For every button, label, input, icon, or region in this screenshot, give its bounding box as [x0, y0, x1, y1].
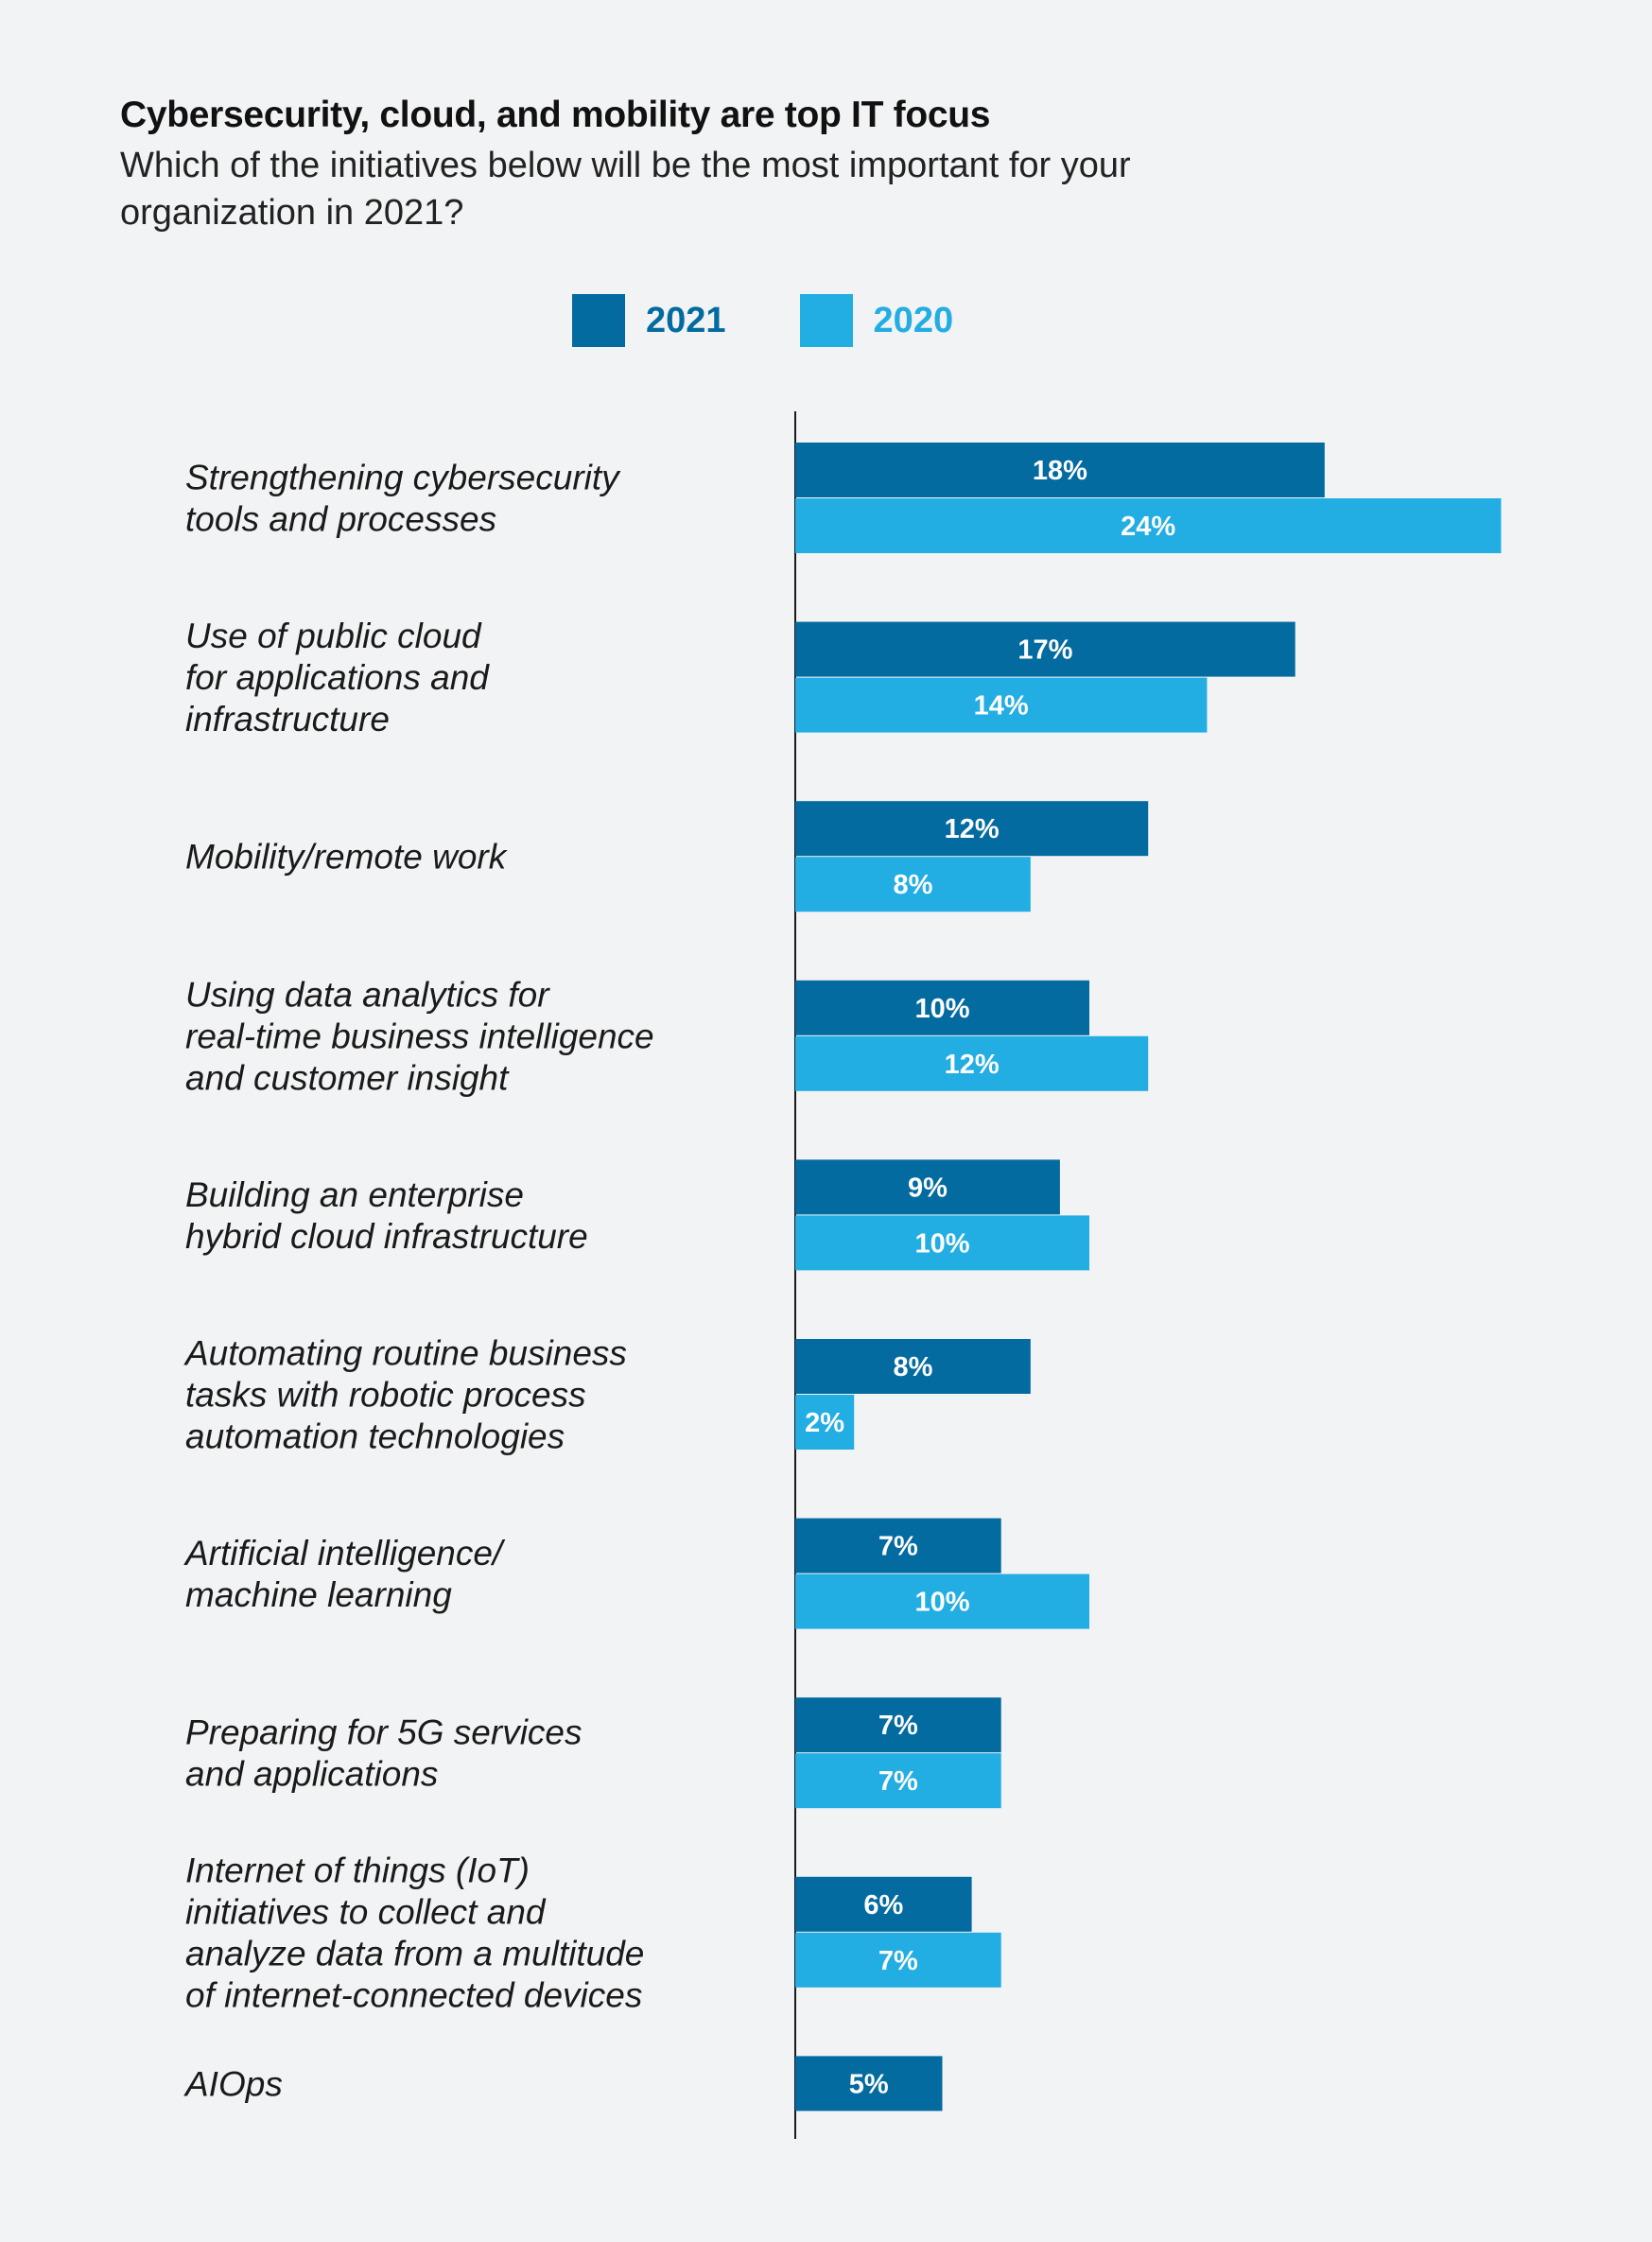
category-group: 6% 7% Internet of things (IoT) initiatives …	[185, 1851, 1001, 2014]
chart-title: Cybersecurity, cloud, and mobility are t…	[120, 95, 991, 135]
bar-value-label: 12%	[945, 1050, 1000, 1080]
category-label: Use of public cloud for applications and i…	[185, 617, 490, 739]
bar-2021	[795, 1697, 1001, 1753]
category-group: 7% 7% Preparing for 5G services and applica…	[185, 1697, 1001, 1809]
bar-value-label: 12%	[945, 814, 1000, 844]
bar-2021	[795, 980, 1089, 1035]
category-group: 18% 24% Strengthening cybersecurity tools a…	[185, 443, 1502, 553]
bar-2021	[795, 1518, 1001, 1573]
legend-label-2020: 2020	[873, 300, 954, 340]
bar-2021	[795, 1876, 972, 1932]
category-group: 9% 10% Building an enterprise hybrid cloud …	[185, 1159, 1089, 1271]
bar-value-label: 7%	[878, 1711, 918, 1741]
legend-swatch-2021	[572, 294, 625, 347]
category-label: Strengthening cybersecurity tools and pro…	[185, 459, 621, 539]
bar-2021	[795, 1159, 1060, 1215]
bar-2021	[795, 801, 1149, 857]
bar-value-label: 7%	[878, 1532, 918, 1562]
bar-value-label: 10%	[914, 1588, 969, 1618]
bar-2021	[795, 1339, 1031, 1394]
bar-value-label: 24%	[1121, 512, 1175, 542]
category-label: Building an enterprise hybrid cloud infra…	[185, 1175, 588, 1256]
bar-value-label: 7%	[878, 1946, 918, 1976]
bar-2020	[795, 857, 1031, 912]
category-group: 17% 14% Use of public cloud for application…	[185, 617, 1296, 739]
bar-value-label: 18%	[1033, 456, 1087, 486]
legend-label-2021: 2021	[646, 300, 726, 340]
bar-value-label: 7%	[878, 1766, 918, 1797]
category-label: Artificial intelligence/machine learning	[183, 1534, 506, 1614]
category-label: Internet of things (IoT) initiatives to c…	[185, 1851, 644, 2014]
chart-subtitle: Which of the initiatives below will be t…	[120, 146, 1131, 233]
bar-value-label: 8%	[893, 870, 932, 900]
legend-item-2021: 2021	[572, 294, 726, 347]
category-label: AIOps	[183, 2064, 283, 2103]
category-group: 10% 12% Using data analytics for real-time …	[185, 975, 1149, 1097]
legend-swatch-2020	[799, 294, 853, 347]
bar-value-label: 10%	[914, 1228, 969, 1259]
bar-2020	[795, 1395, 855, 1450]
bar-value-label: 2%	[805, 1408, 844, 1438]
bar-value-label: 9%	[908, 1173, 948, 1203]
bar-2020	[795, 1573, 1089, 1629]
legend: 2021 2020	[572, 293, 1027, 348]
bar-2021	[795, 2056, 943, 2112]
bar-2020	[795, 677, 1208, 733]
bar-value-label: 14%	[974, 691, 1029, 721]
category-group: 8% 2% Automating routine business tasks wit…	[183, 1334, 1031, 1456]
bar-value-label: 5%	[849, 2069, 889, 2099]
category-group: 12% 8% Mobility/remote work	[185, 801, 1149, 912]
bar-2020	[795, 1932, 1001, 1988]
category-label: Automating routine business tasks with ro…	[183, 1334, 627, 1456]
bar-2020	[795, 1215, 1089, 1271]
bar-2021	[795, 443, 1325, 497]
category-group: 5% AIOps	[183, 2056, 943, 2112]
category-group: 7% 10% Artificial intelligence/machine lea…	[183, 1518, 1089, 1629]
bar-value-label: 17%	[1017, 635, 1072, 666]
legend-item-2020: 2020	[799, 294, 954, 347]
bar-2021	[795, 621, 1296, 677]
category-label: Mobility/remote work	[185, 838, 509, 877]
bar-value-label: 6%	[863, 1890, 903, 1920]
bar-value-label: 10%	[914, 994, 969, 1024]
category-label: Preparing for 5G services and application…	[185, 1713, 583, 1794]
bar-2020	[795, 498, 1502, 553]
category-label: Using data analytics for real-time busine…	[185, 975, 654, 1097]
bar-value-label: 8%	[893, 1352, 932, 1382]
bar-2020	[795, 1035, 1149, 1091]
bar-2020	[795, 1753, 1001, 1809]
